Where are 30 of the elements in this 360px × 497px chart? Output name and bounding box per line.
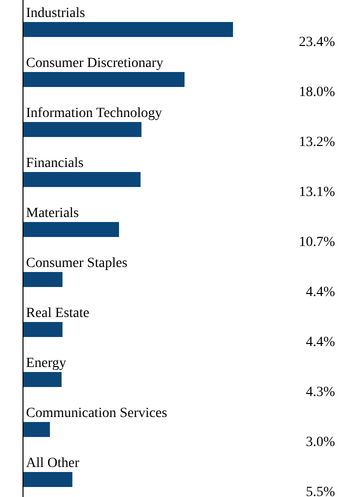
data-label: 18.0% <box>298 85 336 100</box>
bar <box>23 22 233 37</box>
data-label: 13.2% <box>298 135 336 150</box>
bar <box>23 472 72 487</box>
data-label: 4.3% <box>306 385 336 400</box>
y-tick-label: Industrials <box>26 6 86 21</box>
y-tick-label: Real Estate <box>26 306 90 321</box>
data-label: 23.4% <box>298 35 336 50</box>
bar <box>23 322 62 337</box>
y-tick-label: Financials <box>26 156 84 171</box>
bar <box>23 422 50 437</box>
y-tick-label: Energy <box>26 356 66 371</box>
bar <box>23 272 62 287</box>
y-tick-label: Consumer Discretionary <box>26 56 164 71</box>
bar <box>23 72 185 87</box>
data-label: 4.4% <box>306 335 336 350</box>
data-label: 13.1% <box>298 185 336 200</box>
y-tick-label: All Other <box>26 456 80 471</box>
bar <box>23 222 120 237</box>
data-label: 3.0% <box>306 435 336 450</box>
data-label: 10.7% <box>298 235 336 250</box>
y-tick-label: Consumer Staples <box>26 256 128 271</box>
y-tick-label: Communication Services <box>26 406 168 421</box>
data-label: 5.5% <box>306 485 336 497</box>
y-tick-label: Information Technology <box>26 106 162 121</box>
data-label: 4.4% <box>306 285 336 300</box>
y-tick-label: Materials <box>26 206 79 221</box>
bar <box>23 172 141 187</box>
bar <box>23 122 142 137</box>
bar <box>23 372 62 387</box>
